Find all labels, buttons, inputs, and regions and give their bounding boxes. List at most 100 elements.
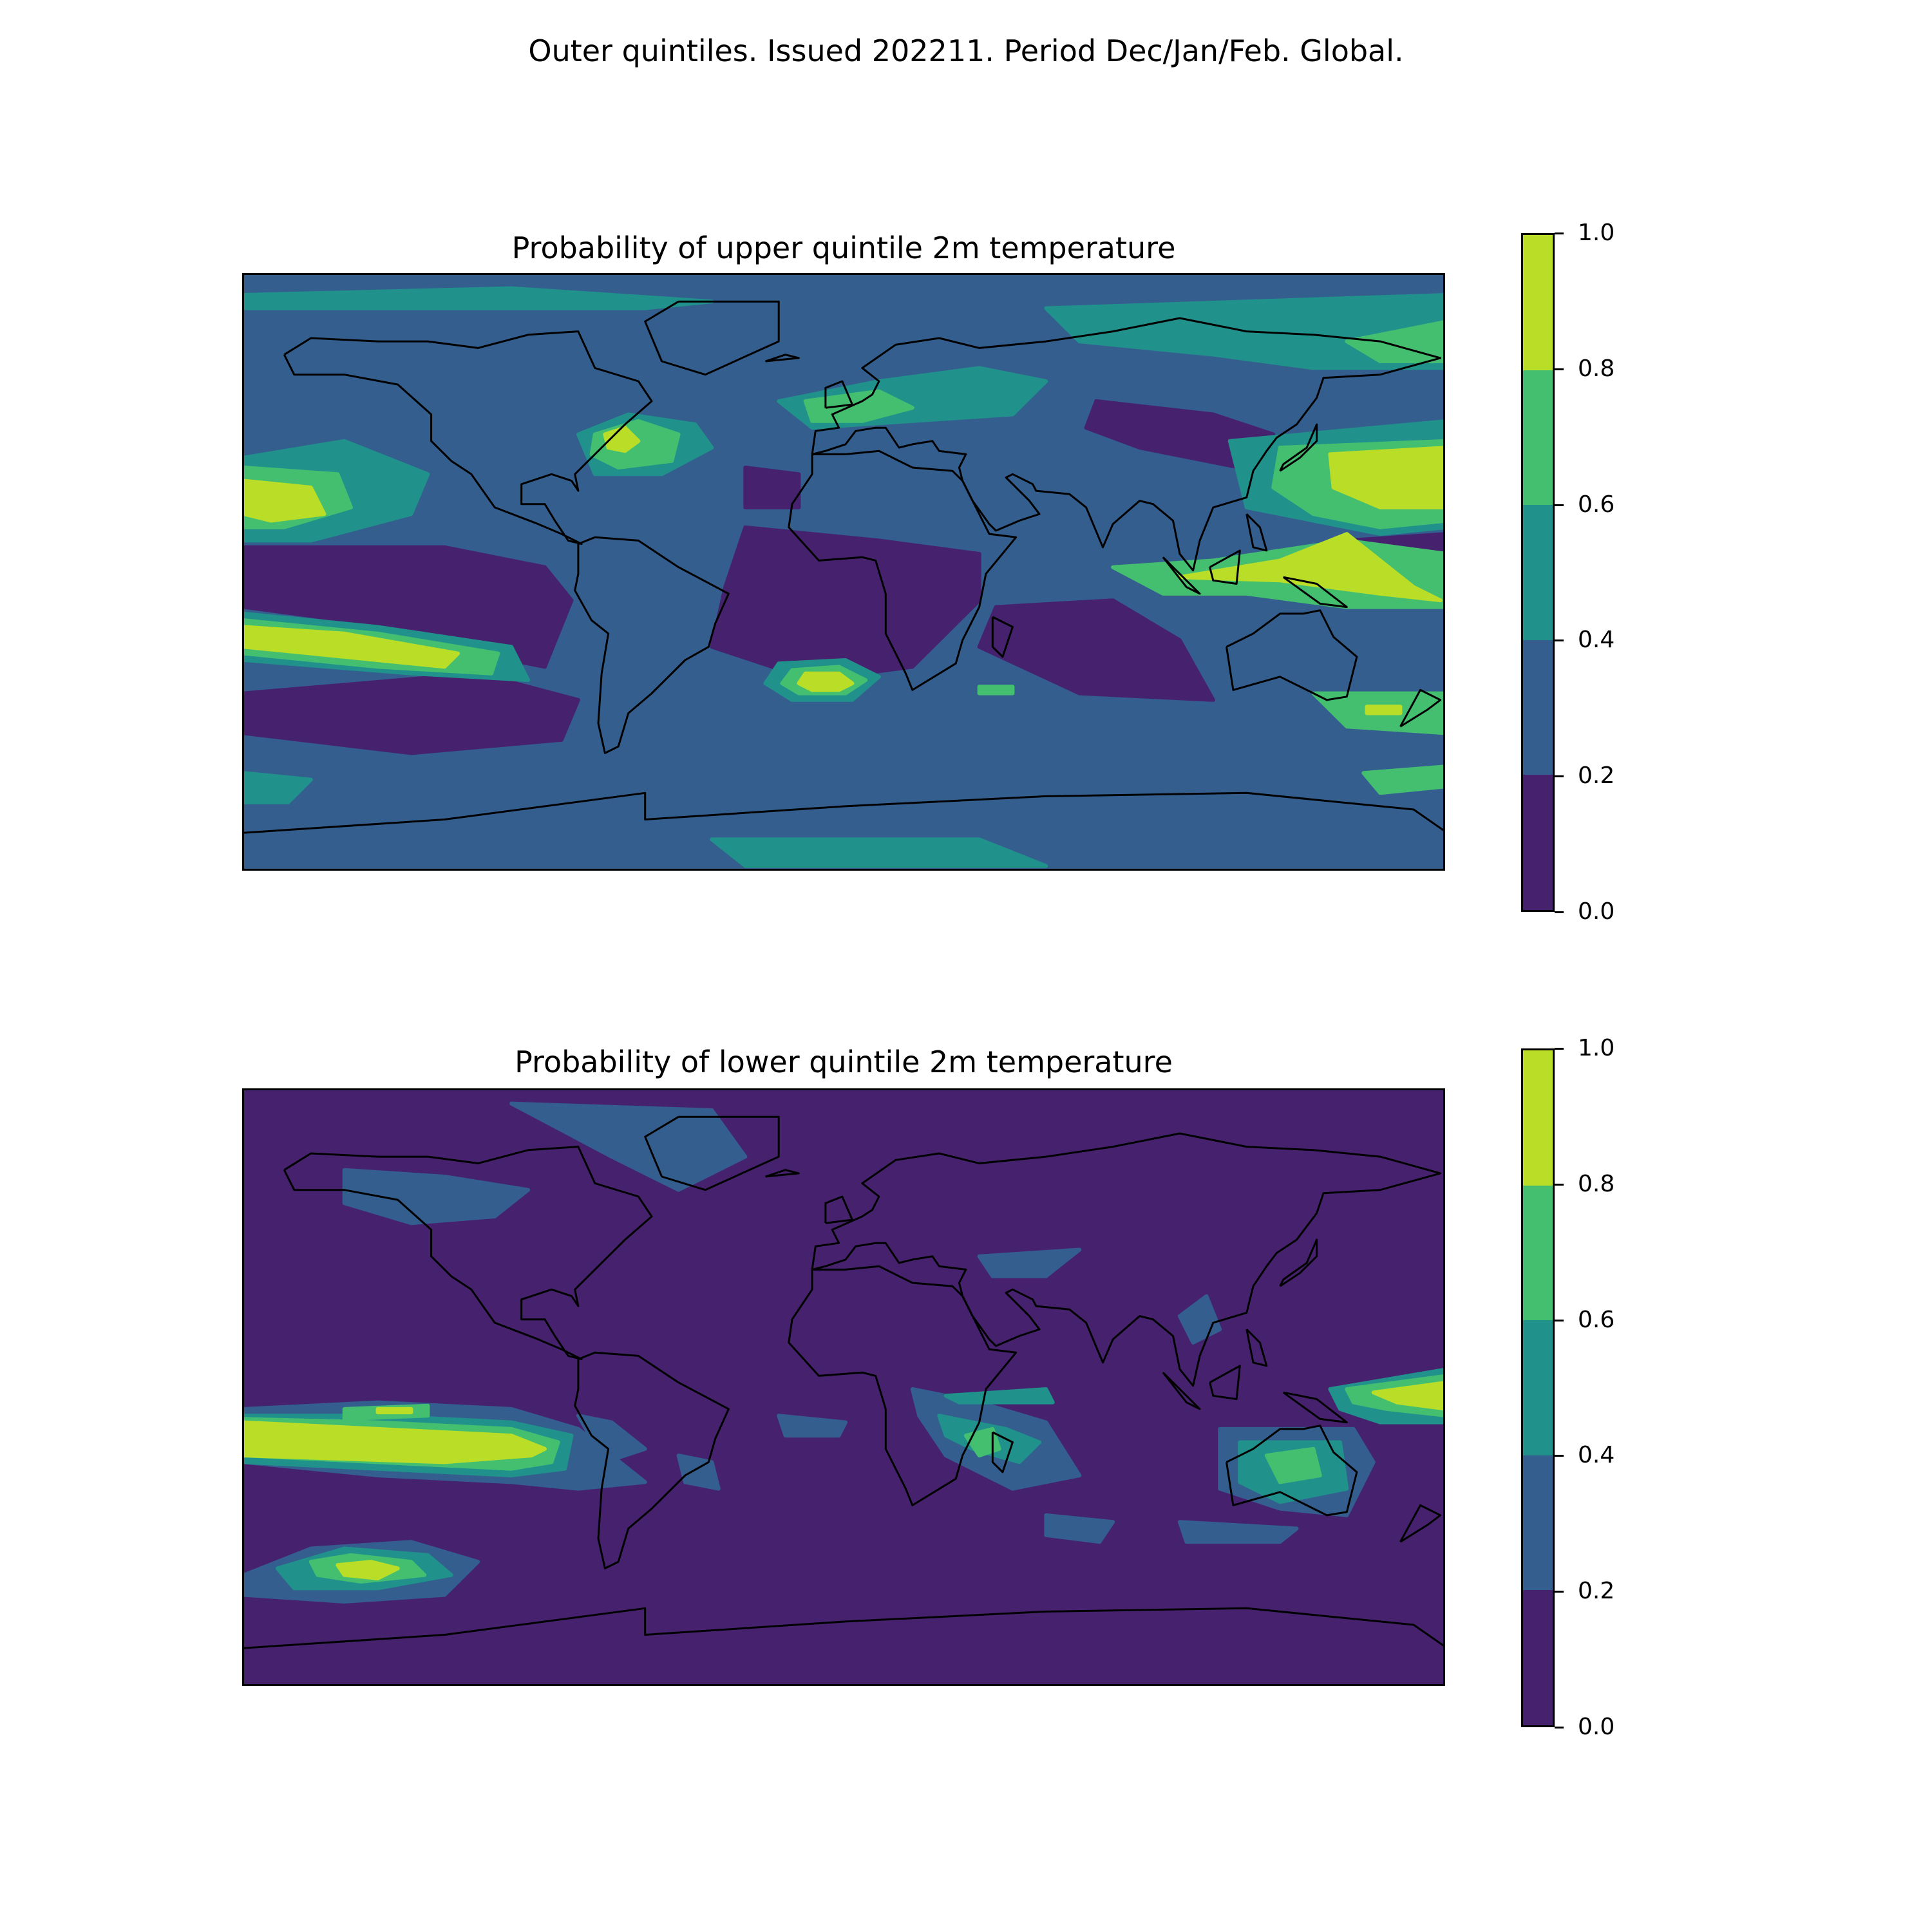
probability-region (509, 1101, 748, 1192)
colorbar-tick-mark (1555, 911, 1564, 913)
lower-quintile-panel-title: Probability of lower quintile 2m tempera… (515, 1045, 1173, 1079)
coastline (244, 791, 1443, 834)
colorbar-tick-label: 0.8 (1578, 355, 1615, 382)
colorbar-tick-mark (1555, 1727, 1564, 1728)
probability-region (797, 671, 855, 692)
colorbar-tick-mark (1555, 1455, 1564, 1457)
coastline (765, 1169, 800, 1178)
coastline (1162, 1372, 1201, 1410)
colorbar-tick-label: 0.4 (1578, 1442, 1615, 1469)
coastline (991, 1431, 1014, 1473)
colorbar-tick-label: 0.0 (1578, 898, 1615, 925)
probability-region (1365, 705, 1403, 715)
colorbar-tick-label: 0.4 (1578, 627, 1615, 654)
coastline (1226, 609, 1358, 701)
coastline (283, 330, 653, 545)
coastline (824, 380, 853, 409)
upper-quintile-panel-title: Probability of upper quintile 2m tempera… (511, 231, 1176, 265)
coastline (283, 1146, 653, 1361)
coastline (1399, 1504, 1442, 1543)
probability-region (710, 837, 1048, 868)
probability-region (943, 1387, 1055, 1405)
probability-region (977, 1247, 1082, 1278)
colorbar-segment (1523, 1050, 1553, 1186)
upper-quintile-map-canvas (244, 275, 1443, 869)
probability-region (244, 545, 574, 669)
coastline (1209, 1365, 1241, 1400)
probability-region (1044, 1513, 1115, 1544)
coastline (644, 300, 780, 376)
colorbar-tick-mark (1555, 368, 1564, 370)
probability-region (375, 1406, 413, 1415)
probability-region (1371, 1381, 1443, 1411)
coastline (1282, 1391, 1348, 1424)
coastline (811, 1132, 1442, 1387)
colorbar-tick-mark (1555, 1591, 1564, 1593)
coastline (788, 450, 1018, 691)
colorbar-tick-label: 1.0 (1578, 1035, 1615, 1061)
probability-region (1264, 1446, 1322, 1484)
colorbar-segment (1523, 1590, 1553, 1725)
coastline (991, 616, 1014, 658)
colorbar-tick-mark (1555, 775, 1564, 778)
coastline (1399, 688, 1442, 728)
colorbar-segment (1523, 505, 1553, 640)
colorbar-tick-label: 0.0 (1578, 1714, 1615, 1740)
colorbar-tick-label: 1.0 (1578, 220, 1615, 246)
probability-region (777, 1414, 848, 1438)
colorbar-tick-mark (1555, 1183, 1564, 1186)
colorbar-segment (1523, 639, 1553, 775)
coastline (1245, 1329, 1268, 1367)
lower-quintile-colorbar (1521, 1048, 1555, 1727)
probability-region (743, 466, 801, 509)
upper-quintile-map (242, 273, 1445, 871)
probability-region (710, 525, 981, 682)
probability-region (977, 685, 1015, 696)
coastline (574, 536, 730, 754)
colorbar-segment (1523, 1455, 1553, 1591)
figure-title: Outer quintiles. Issued 202211. Period D… (528, 33, 1404, 68)
probability-region (1361, 764, 1443, 795)
colorbar-tick-mark (1555, 504, 1564, 506)
coastline (788, 1265, 1018, 1506)
coastline (1245, 513, 1268, 552)
coastline (824, 1195, 853, 1224)
probability-region (1177, 532, 1443, 603)
colorbar-tick-label: 0.8 (1578, 1170, 1615, 1197)
coastline (644, 1115, 780, 1191)
colorbar-segment (1523, 370, 1553, 506)
coastline (1279, 1238, 1318, 1287)
colorbar-tick-label: 0.6 (1578, 1306, 1615, 1333)
colorbar-segment (1523, 235, 1553, 370)
probability-region (576, 1414, 647, 1464)
lower-quintile-map (242, 1088, 1445, 1686)
colorbar-segment (1523, 775, 1553, 910)
probability-region (963, 1426, 1001, 1458)
coastline (1279, 423, 1318, 472)
lower-quintile-map-canvas (244, 1090, 1443, 1684)
colorbar-tick-label: 0.2 (1578, 762, 1615, 790)
probability-region (342, 1168, 531, 1226)
colorbar-tick-mark (1555, 639, 1564, 642)
probability-region (244, 1420, 547, 1464)
upper-quintile-colorbar (1521, 233, 1555, 912)
probability-region (244, 478, 327, 523)
probability-region (244, 286, 714, 310)
coastline (1282, 576, 1348, 609)
probability-region (244, 625, 460, 669)
colorbar-tick-label: 0.6 (1578, 491, 1615, 518)
coastline (574, 1351, 730, 1569)
colorbar-segment (1523, 1185, 1553, 1321)
probability-region (977, 598, 1215, 702)
colorbar-tick-mark (1555, 1319, 1564, 1321)
probability-region (1328, 446, 1443, 509)
probability-region (336, 1560, 400, 1580)
coastline (244, 1607, 1443, 1649)
coastline (765, 354, 800, 363)
probability-region (1177, 1520, 1299, 1544)
coastline (811, 317, 1442, 572)
colorbar-tick-mark (1555, 1048, 1564, 1050)
coastline (1162, 556, 1201, 595)
coastline (1226, 1425, 1358, 1517)
colorbar-tick-label: 0.2 (1578, 1578, 1615, 1605)
